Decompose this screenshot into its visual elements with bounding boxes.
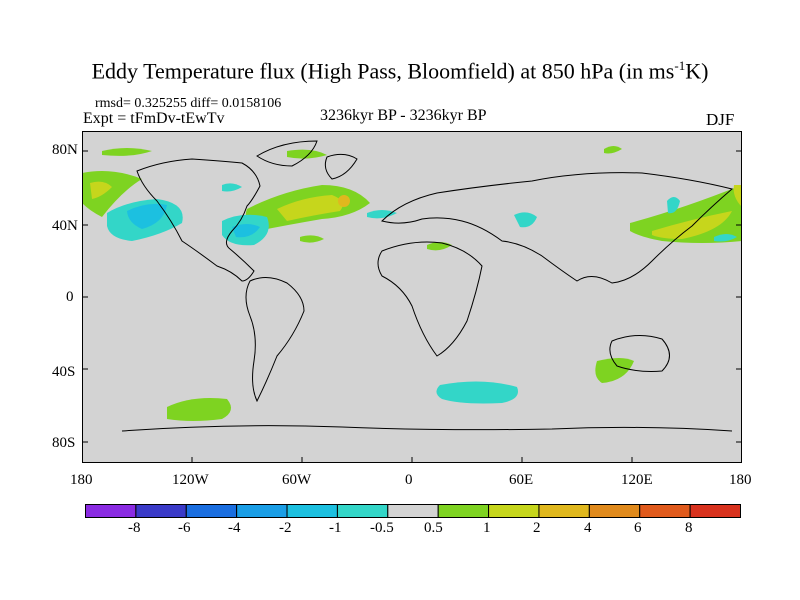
coastlines [121, 140, 734, 432]
lat-label-80n: 80N [52, 142, 78, 158]
lon-label-0: 0 [405, 472, 413, 488]
map-ticks [82, 150, 742, 463]
colorbar-swatch [286, 504, 338, 518]
colorbar-swatch [588, 504, 641, 518]
experiment-label: Expt = tFmDv-tEwTv [83, 110, 225, 127]
colorbar-label: -2 [279, 520, 292, 536]
colorbar-swatch [437, 504, 490, 518]
colorbar-label: -1 [329, 520, 342, 536]
colorbar-swatch [689, 504, 741, 518]
rmsd-diff-label: rmsd= 0.325255 diff= 0.0158106 [95, 96, 282, 111]
colorbar-swatch [538, 504, 590, 518]
colorbar-label: -8 [128, 520, 141, 536]
lat-label-0: 0 [66, 289, 74, 305]
period-label: 3236kyr BP - 3236kyr BP [320, 107, 487, 124]
negative-anomaly-regions [107, 183, 737, 404]
lon-label-60e: 60E [509, 472, 534, 488]
colorbar-label: 1 [483, 520, 491, 536]
season-label: DJF [706, 110, 735, 129]
lon-label-120w: 120W [172, 472, 209, 488]
colorbar-label: -4 [228, 520, 241, 536]
colorbar-label: 4 [584, 520, 592, 536]
colorbar-label: 8 [685, 520, 693, 536]
colorbar [85, 504, 741, 518]
lon-label-180e: 180 [729, 472, 752, 488]
colorbar-label: 2 [533, 520, 541, 536]
colorbar-label: 6 [634, 520, 642, 536]
colorbar-label: 0.5 [424, 520, 443, 536]
colorbar-swatch [387, 504, 439, 518]
world-map [82, 131, 742, 463]
lat-label-80s: 80S [52, 435, 76, 451]
plot-title: Eddy Temperature flux (High Pass, Bloomf… [91, 58, 709, 84]
colorbar-swatch [639, 504, 691, 518]
lon-label-60w: 60W [282, 472, 312, 488]
colorbar-swatch [488, 504, 540, 518]
lat-label-40n: 40N [52, 218, 78, 234]
colorbar-swatch [336, 504, 389, 518]
colorbar-label: -6 [178, 520, 191, 536]
lat-label-40s: 40S [52, 364, 76, 380]
positive-anomaly-regions [82, 146, 742, 421]
colorbar-swatch [135, 504, 187, 518]
lon-label-120e: 120E [621, 472, 653, 488]
colorbar-swatch [85, 504, 137, 518]
colorbar-swatch [236, 504, 288, 518]
colorbar-swatch [185, 504, 238, 518]
lon-label-180w: 180 [70, 472, 93, 488]
colorbar-label: -0.5 [370, 520, 394, 536]
